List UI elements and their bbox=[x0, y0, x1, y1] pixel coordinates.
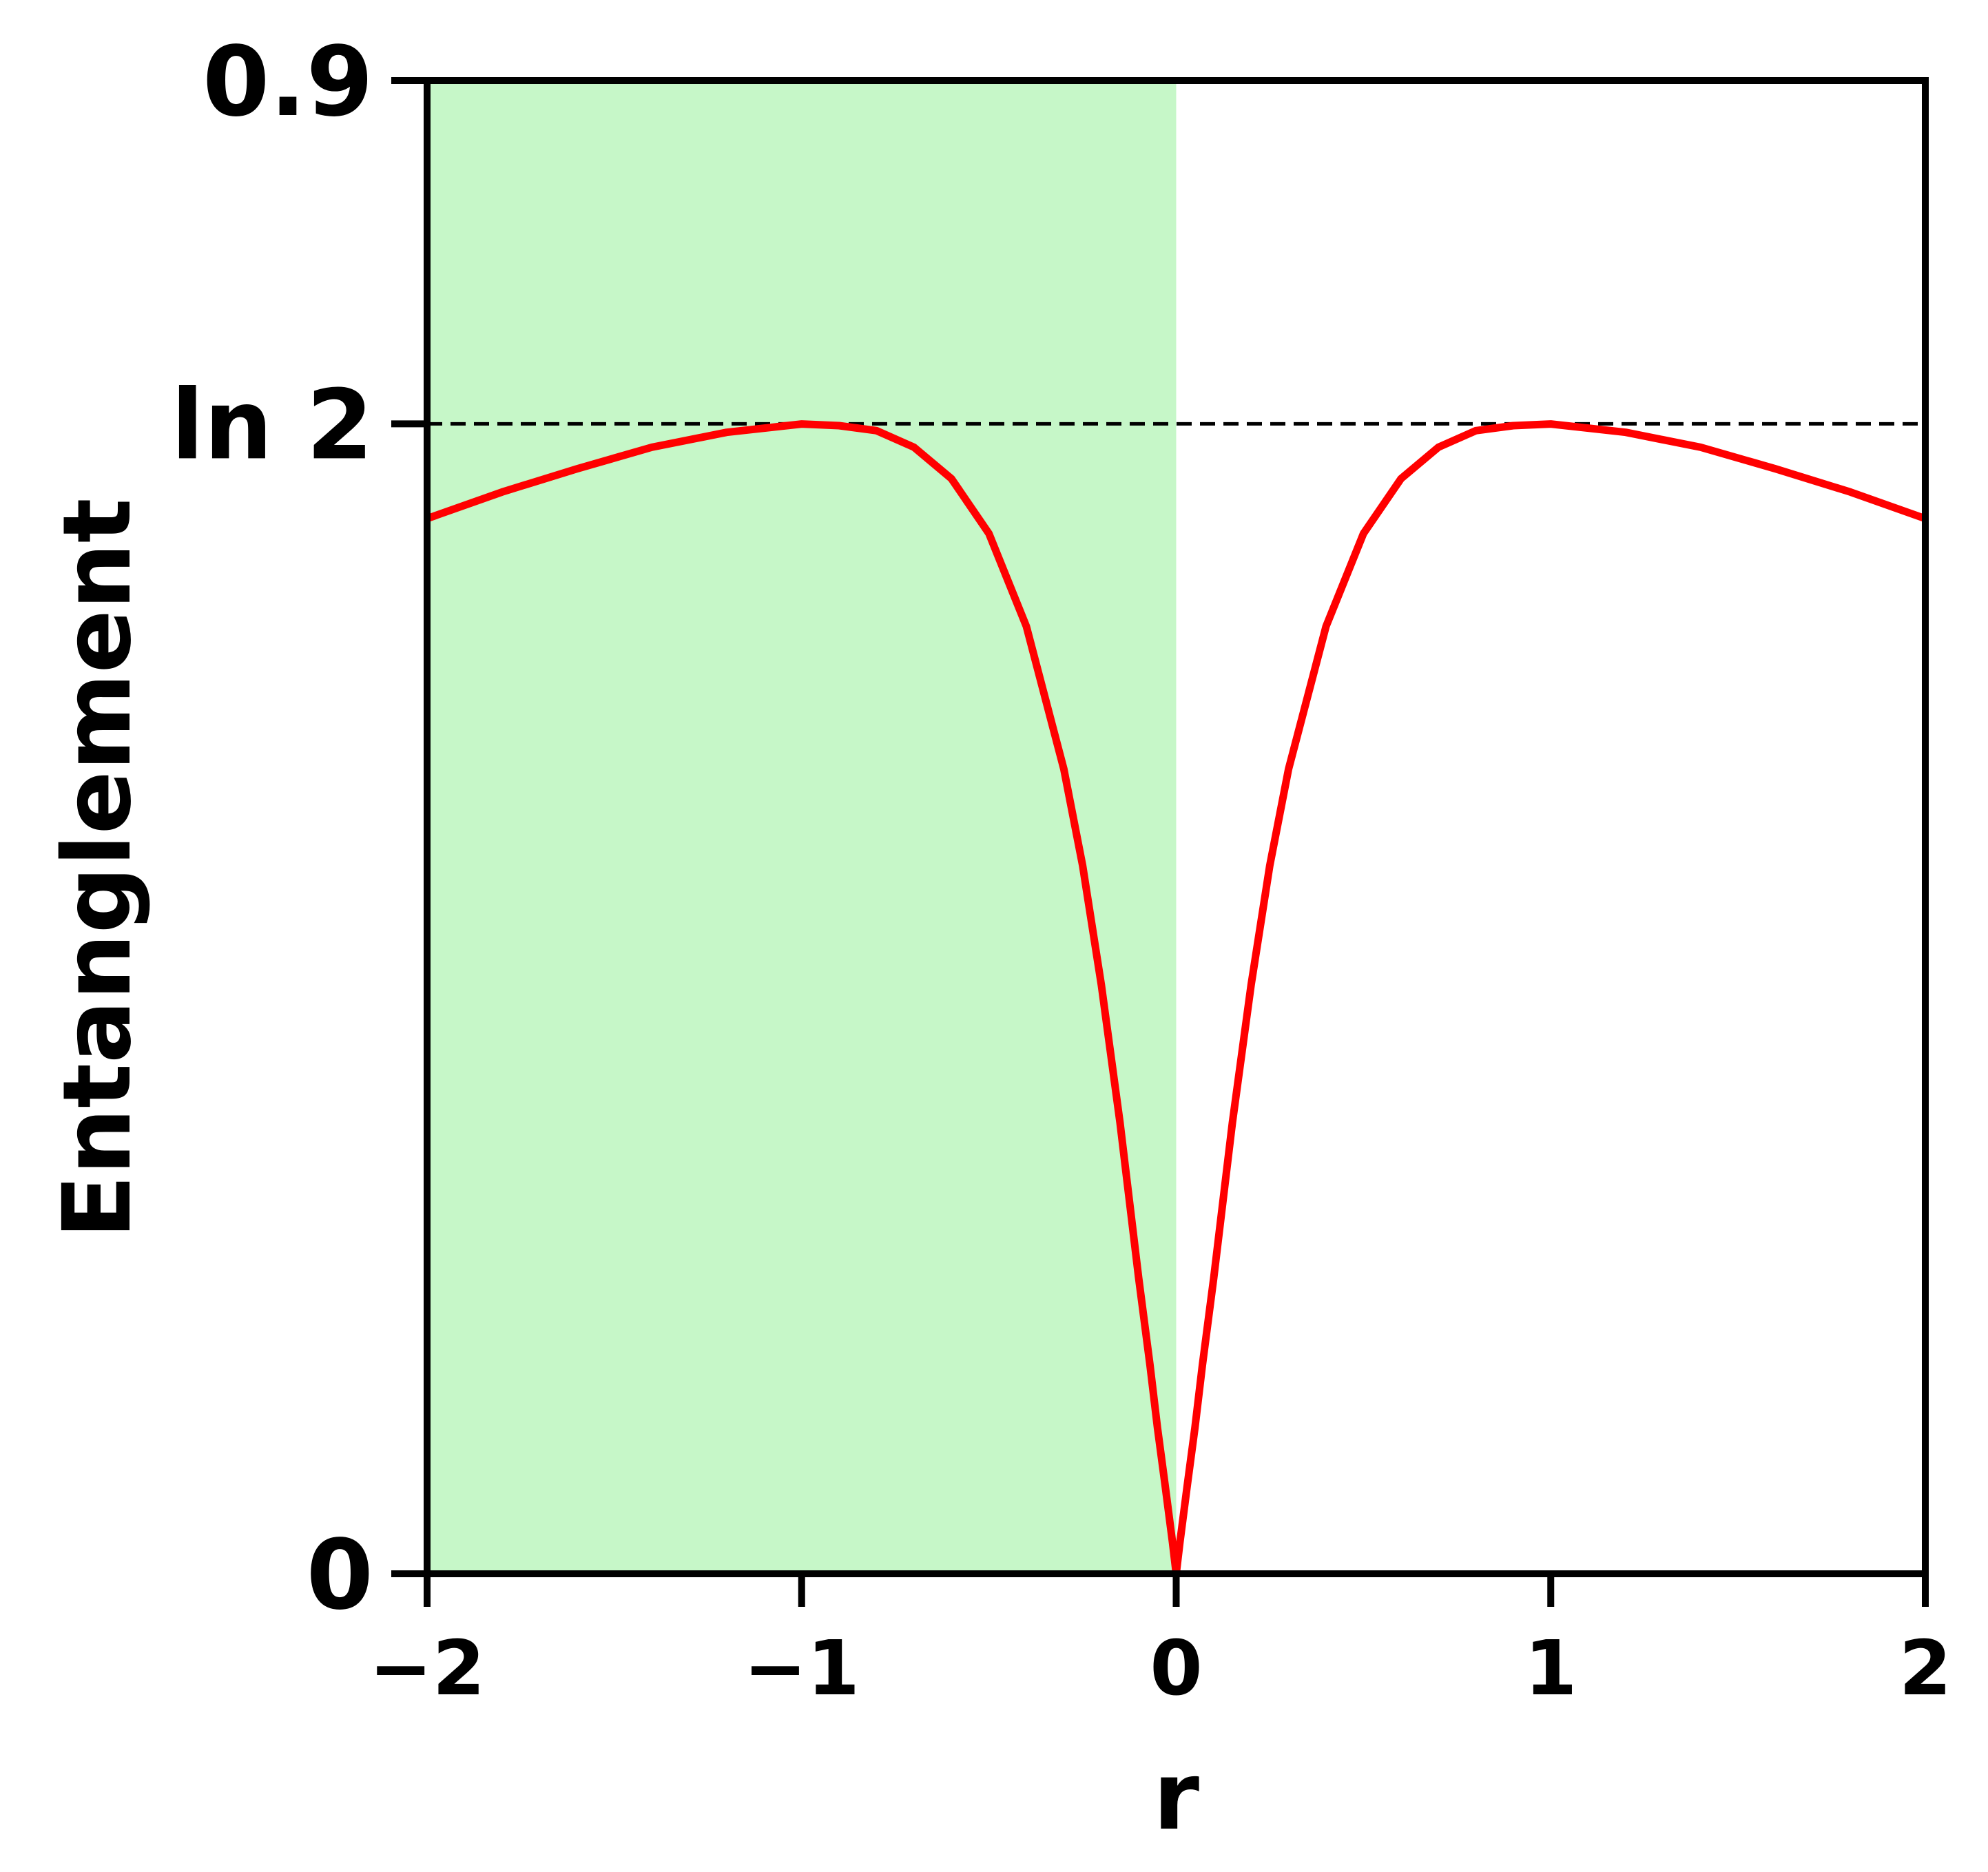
x-tick-label: 2 bbox=[1899, 1624, 1952, 1712]
x-tick-label: −1 bbox=[743, 1624, 860, 1712]
y-tick-label: 0 bbox=[307, 1519, 373, 1632]
x-tick-label: 1 bbox=[1524, 1624, 1577, 1712]
x-tick-label: 0 bbox=[1150, 1624, 1203, 1712]
shaded-region-layer bbox=[427, 81, 1177, 1574]
y-axis-label: Entanglement bbox=[43, 498, 152, 1238]
x-tick-label: −2 bbox=[369, 1624, 486, 1712]
y-tick-label: ln 2 bbox=[171, 369, 373, 481]
x-axis-label: r bbox=[1153, 1743, 1199, 1851]
y-tick-label: 0.9 bbox=[203, 26, 373, 138]
shaded-region bbox=[427, 81, 1177, 1574]
tick-layer: −2 −1 0 1 2 0 ln 2 0.9 bbox=[171, 26, 1951, 1712]
